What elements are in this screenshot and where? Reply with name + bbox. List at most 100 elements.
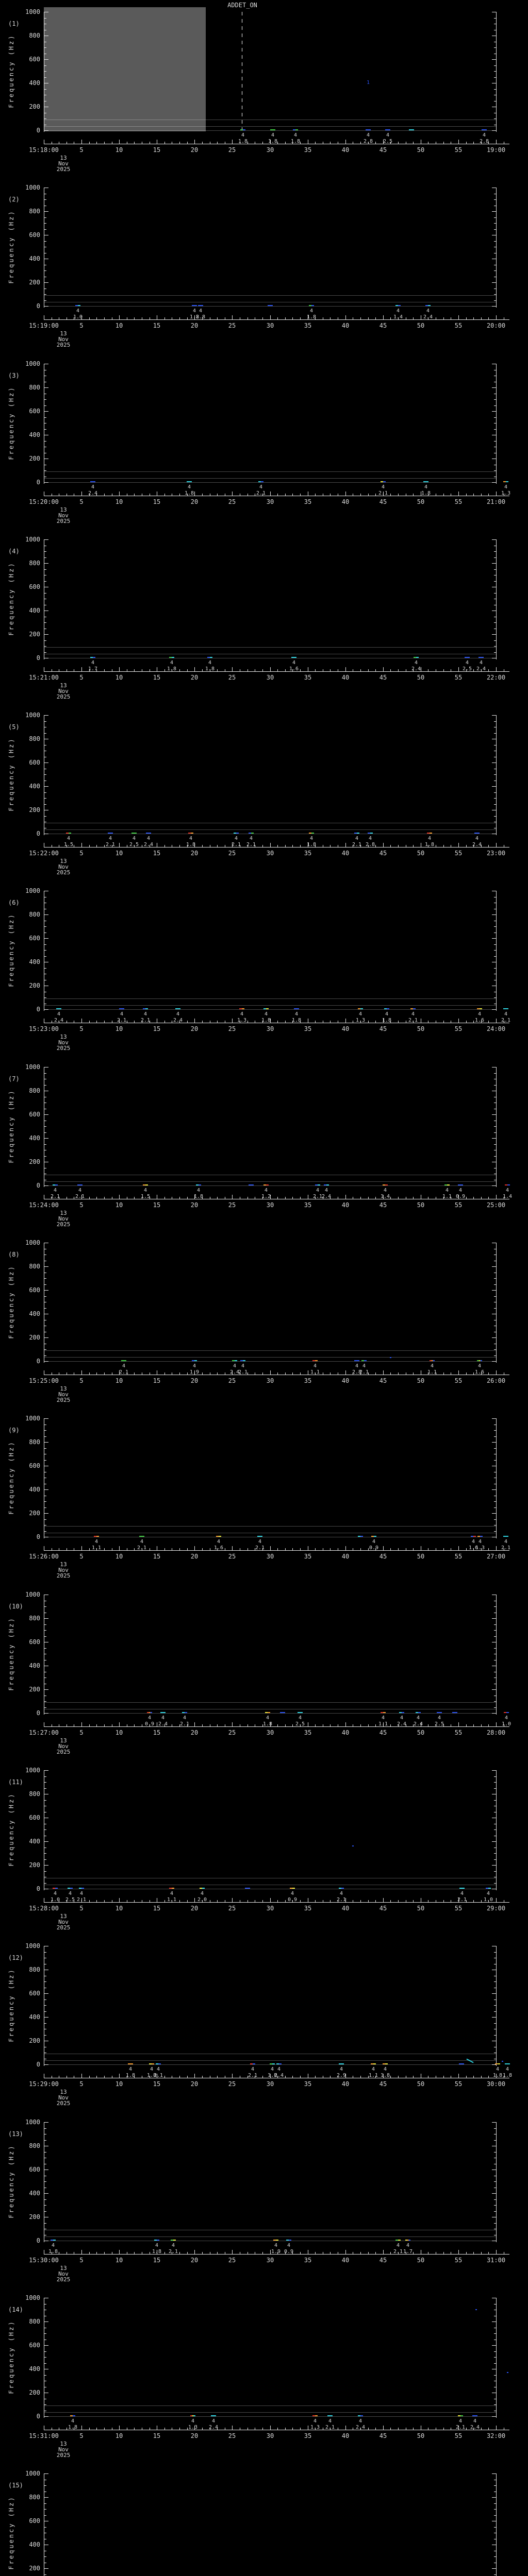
detection-value-label: 1.0 bbox=[73, 314, 83, 320]
detection-count-label: 4 bbox=[264, 1188, 268, 1193]
x-tick bbox=[187, 494, 188, 496]
x-axis-ruler bbox=[44, 1726, 509, 1727]
detection-count-label: 4 bbox=[67, 836, 71, 841]
detection-count-label: 4 bbox=[504, 1011, 508, 1017]
detection-count-label: 4 bbox=[505, 2066, 509, 2072]
detection-value-label: 1.6 bbox=[213, 1545, 224, 1551]
x-tick-label: 30 bbox=[266, 2257, 274, 2264]
y-tick bbox=[494, 77, 496, 78]
detection-value-label: 1.3 bbox=[501, 490, 511, 496]
x-tick-label: 5 bbox=[79, 1377, 84, 1384]
detection-value-label: 2.1 bbox=[153, 2073, 163, 2078]
detection-count-label: 4 bbox=[504, 1539, 508, 1545]
y-tick-label: 600 bbox=[29, 1462, 40, 1469]
y-tick bbox=[44, 2363, 46, 2364]
detection-count-label: 4 bbox=[366, 132, 370, 138]
x-tick bbox=[481, 494, 482, 496]
x-tick bbox=[481, 1900, 482, 1902]
x-tick bbox=[473, 1372, 474, 1375]
detection-mark bbox=[339, 2063, 344, 2064]
y-tick-label: 800 bbox=[29, 911, 40, 918]
detection-count-label: 4 bbox=[309, 836, 314, 841]
date-line-0: 13 bbox=[60, 2089, 67, 2095]
end-time-label: 27:00 bbox=[486, 1553, 506, 1560]
panel-index-label: (5) bbox=[8, 723, 20, 731]
y-tick bbox=[494, 241, 496, 242]
x-tick bbox=[285, 1197, 286, 1199]
x-tick bbox=[134, 317, 135, 319]
x-tick bbox=[89, 669, 90, 671]
x-tick bbox=[96, 1197, 97, 1199]
detection-mark bbox=[384, 1008, 389, 1009]
end-time-label: 22:00 bbox=[486, 674, 506, 681]
y-axis-title: Frequency (Hz) bbox=[8, 1968, 15, 2042]
x-tick bbox=[96, 142, 97, 144]
x-tick bbox=[277, 494, 278, 496]
detection-count-label: 4 bbox=[147, 1715, 152, 1721]
detection-count-label: 4 bbox=[458, 2418, 463, 2424]
x-tick bbox=[179, 1372, 180, 1375]
y-tick bbox=[44, 47, 46, 48]
x-tick bbox=[119, 2426, 120, 2430]
detection-mark bbox=[280, 1712, 285, 1713]
x-tick-label: 15 bbox=[153, 2257, 161, 2264]
x-tick bbox=[413, 1900, 414, 1902]
y-tick-label: 600 bbox=[29, 56, 40, 63]
date-line-1: Nov bbox=[58, 1391, 69, 1398]
y-tick bbox=[494, 2023, 496, 2024]
x-tick-label: 35 bbox=[304, 1905, 312, 1912]
x-tick bbox=[232, 843, 233, 847]
x-tick bbox=[481, 317, 482, 319]
detection-mark bbox=[211, 2415, 216, 2416]
y-tick bbox=[494, 1624, 496, 1625]
detection-count-label: 4 bbox=[241, 132, 245, 138]
x-tick bbox=[292, 845, 293, 847]
detection-count-label: 4 bbox=[259, 484, 263, 490]
detection-mark bbox=[425, 305, 431, 306]
detection-count-label: 4 bbox=[183, 1715, 187, 1721]
x-tick-label: 40 bbox=[341, 2080, 350, 2088]
x-tick-label: 5 bbox=[79, 146, 84, 154]
x-tick bbox=[179, 142, 180, 144]
y-tick bbox=[492, 1865, 496, 1866]
date-line-0: 13 bbox=[60, 1033, 67, 1040]
x-tick bbox=[262, 317, 263, 319]
x-tick bbox=[368, 2428, 369, 2430]
y-axis-title: Frequency (Hz) bbox=[8, 1265, 15, 1339]
detection-value-label: 2.4 bbox=[411, 666, 421, 672]
x-tick bbox=[443, 1724, 444, 1726]
x-tick-label: 45 bbox=[379, 146, 387, 154]
x-tick bbox=[134, 494, 135, 496]
y-axis-title: Frequency (Hz) bbox=[8, 2320, 15, 2394]
x-tick bbox=[285, 669, 286, 671]
y-tick-label: 600 bbox=[29, 1286, 40, 1294]
y-tick bbox=[494, 1144, 496, 1145]
y-tick bbox=[494, 557, 496, 558]
detection-value-label: 1.8 bbox=[68, 2425, 78, 2430]
y-tick bbox=[492, 482, 496, 483]
x-tick bbox=[262, 2076, 263, 2078]
x-tick bbox=[458, 667, 459, 671]
x-tick bbox=[262, 494, 263, 496]
x-tick bbox=[292, 494, 293, 496]
y-tick bbox=[494, 1981, 496, 1982]
y-tick-label: 400 bbox=[29, 783, 40, 790]
x-tick bbox=[488, 1372, 489, 1375]
y-tick bbox=[44, 77, 46, 78]
y-axis-title: Frequency (Hz) bbox=[8, 1792, 15, 1867]
x-tick bbox=[285, 317, 286, 319]
gridline-35hz bbox=[44, 2412, 496, 2413]
x-tick bbox=[217, 317, 218, 319]
gridline-0hz bbox=[44, 482, 496, 483]
y-axis-right bbox=[496, 364, 497, 484]
x-tick bbox=[104, 2428, 105, 2430]
detection-count-label: 4 bbox=[132, 836, 136, 841]
x-tick bbox=[179, 2252, 180, 2254]
x-tick-label: 20 bbox=[190, 2432, 199, 2439]
x-tick-label: 45 bbox=[379, 674, 387, 681]
detection-value-label: 1.4 bbox=[502, 1194, 513, 1199]
x-tick-label: 15 bbox=[153, 146, 161, 154]
x-tick bbox=[194, 1546, 195, 1550]
y-tick bbox=[44, 2064, 48, 2065]
